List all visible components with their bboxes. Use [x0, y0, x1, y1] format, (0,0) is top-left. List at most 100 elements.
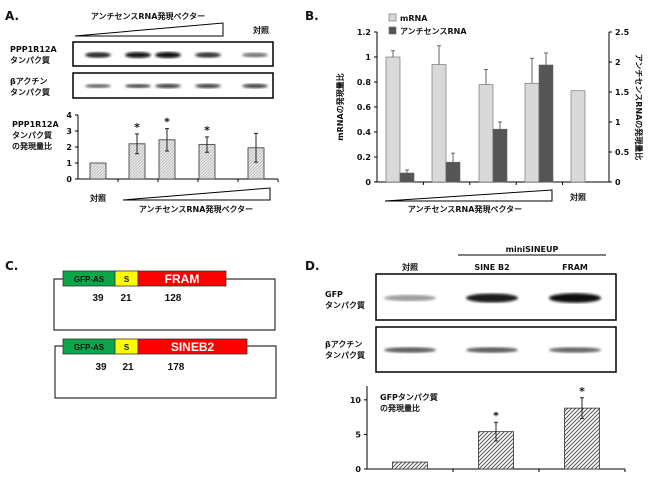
segment-label: FRAM [165, 272, 200, 286]
blot-d1-label: タンパク質 [325, 300, 365, 310]
segment-fram [137, 270, 227, 287]
legend-label: アンチセンスRNA [400, 27, 467, 36]
blot-d2-label: βアクチン [325, 339, 362, 349]
construct-diagrams: GFP-AS 39 S 21 FRAM 128 GFP-AS 39 S 21 SINEB2 178 [53, 270, 277, 399]
y-tick-label: 0.4 [357, 128, 372, 137]
chart-a-vector-label: アンチセンスRNA発現ベクター [139, 204, 253, 214]
chart-d-ylabel: GFPタンパク質 [380, 392, 438, 402]
panel-d-label: D. [305, 259, 320, 273]
chart-b: 0 0.2 0.4 0.6 0.8 1 1.2 0 0.5 1 1.5 2 2.5 mRNA アンチセンスR… [357, 13, 630, 187]
segment-length: 39 [92, 293, 104, 304]
y-tick-label: 0.8 [357, 78, 372, 87]
y-tick-label: 0 [365, 178, 371, 187]
bar-antisense [492, 128, 508, 183]
dose-wedge [384, 189, 553, 202]
blot-band [384, 294, 436, 302]
blot-band [195, 52, 221, 58]
lane-label: FRAM [562, 263, 588, 272]
y-tick-label: 0 [66, 175, 72, 184]
significance-star: * [164, 116, 170, 129]
bar-antisense [538, 64, 554, 183]
y-tick-label: 1 [66, 159, 72, 168]
blot-band [549, 293, 601, 303]
chart-a: 0 1 2 3 4 * * * [66, 111, 279, 184]
panel-c-label: C. [5, 259, 18, 273]
blot-d2-label: タンパク質 [325, 350, 365, 360]
significance-star: * [204, 124, 210, 137]
chart-b-ylabel: mRNAの発現量比 [335, 73, 345, 140]
blot-a1-label: タンパク質 [10, 55, 50, 65]
blot-band [466, 347, 518, 353]
bands-actin [384, 347, 601, 353]
y2-tick-label: 0.5 [615, 148, 630, 157]
legend-swatch [388, 26, 397, 35]
significance-star: * [579, 385, 585, 398]
y2-tick-label: 1.5 [615, 88, 630, 97]
bands-gfp [384, 293, 601, 303]
blot-a2-label: タンパク質 [10, 87, 50, 97]
y2-tick-label: 2 [615, 58, 621, 67]
blot-band [466, 293, 518, 303]
dose-wedge [122, 187, 271, 201]
chart-a-ylabel: の発現量比 [12, 141, 52, 151]
blot-band [242, 52, 268, 58]
chart-b-vector-label: アンチセンスRNA発現ベクター [408, 204, 522, 214]
y-tick-label: 4 [66, 111, 72, 120]
blot-a2-label: βアクチン [10, 76, 47, 86]
plasmid-outline [53, 278, 276, 331]
blot-band [384, 347, 436, 353]
panel-b-label: B. [305, 9, 319, 23]
y-tick-label: 10 [350, 396, 362, 405]
bar-mrna [385, 56, 401, 183]
bar [478, 431, 514, 470]
segment-length: 21 [120, 293, 132, 304]
chart-a-control-label: 対照 [89, 193, 106, 203]
significance-star: * [134, 121, 140, 134]
blot-band [155, 83, 181, 89]
segment-label: GFP-AS [74, 275, 105, 284]
segment-label: SINEB2 [171, 340, 215, 354]
bar-mrna [524, 82, 540, 183]
bar-mrna [431, 64, 447, 183]
segment-length: 128 [165, 293, 182, 304]
segment-sineb2 [137, 338, 248, 355]
lane-label: 対照 [401, 262, 418, 272]
chart-a-ylabel: PPP1R12A [12, 120, 59, 129]
y2-tick-label: 0 [615, 178, 621, 187]
dose-wedge [74, 22, 224, 37]
blot-band [125, 52, 151, 58]
lane-label: SINE B2 [474, 263, 509, 272]
bar [392, 461, 428, 470]
blot-band [125, 83, 151, 89]
bar [89, 162, 107, 180]
chart-a-ylabel: タンパク質 [12, 130, 52, 140]
blot-band [85, 84, 111, 88]
segment-length: 39 [95, 362, 107, 373]
y-tick-label: 0.2 [357, 153, 371, 162]
blot-band [549, 347, 601, 353]
chart-d-ylabel: の発現量比 [380, 403, 420, 413]
significance-star: * [493, 409, 499, 422]
y-tick-label: 3 [66, 127, 72, 136]
y-tick-label: 2 [66, 143, 72, 152]
blot-a1-label: PPP1R12A [10, 45, 57, 54]
chart-b-y2label: アンチセンスRNAの発現量比 [634, 54, 644, 161]
panel-a-vector-label: アンチセンスRNA発現ベクター [91, 11, 205, 21]
bar-mrna [570, 90, 586, 183]
bands-actin [85, 83, 268, 89]
panel-a-label: A. [5, 9, 19, 23]
segment-length: 178 [168, 362, 185, 373]
segment-label: GFP-AS [74, 343, 105, 352]
y2-tick-label: 2.5 [615, 28, 630, 37]
bar-mrna [478, 84, 494, 183]
y-tick-label: 5 [355, 430, 361, 439]
bands-ppp1r12a [85, 52, 268, 58]
y-tick-label: 1 [365, 53, 371, 62]
legend-swatch [388, 13, 397, 22]
y-tick-label: 1.2 [357, 28, 371, 37]
chart-b-control-label: 対照 [569, 192, 586, 202]
minisineup-label: miniSINEUP [506, 245, 559, 254]
bar-antisense [399, 172, 415, 183]
segment-label: S [124, 343, 130, 352]
